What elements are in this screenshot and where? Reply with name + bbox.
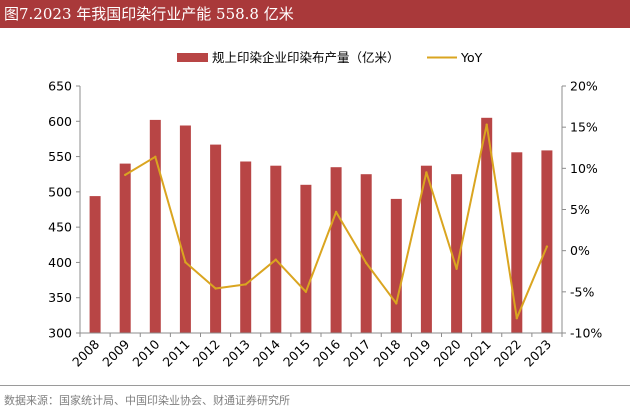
right-tick-label: 5% [570,202,590,217]
x-tick-label-2011: 2011 [159,337,192,370]
x-tick-label-2010: 2010 [129,336,162,369]
x-tick-label-2012: 2012 [190,337,223,370]
left-tick-label: 650 [48,79,72,94]
bar-2010 [149,119,161,334]
x-tick-label-2009: 2009 [99,336,132,369]
right-tick-label: 0% [570,243,590,258]
yoy-point-2012 [214,287,217,290]
right-tick-label: -10% [570,326,602,341]
left-tick-label: 500 [48,184,72,199]
yoy-point-2020 [455,267,458,270]
bar-2009 [119,163,131,333]
x-tick-label-2013: 2013 [220,337,253,370]
bar-2014 [270,165,282,333]
yoy-point-2021 [485,123,488,126]
yoy-point-2014 [274,258,277,261]
x-tick-label-2017: 2017 [340,337,373,370]
left-tick-label: 300 [48,326,72,341]
left-tick-label: 400 [48,255,72,270]
right-tick-label: 20% [570,79,598,94]
bar-2020 [451,174,463,333]
left-tick-label: 450 [48,220,72,235]
legend-bar-label: 规上印染企业印染布产量（亿米） [212,50,400,65]
yoy-point-2023 [545,245,549,248]
bar-2015 [300,184,312,333]
yoy-point-2016 [334,210,338,214]
yoy-point-2015 [304,290,308,293]
legend-bar-swatch [177,53,208,62]
right-tick-label: 10% [570,161,598,176]
yoy-point-2022 [515,317,518,320]
figure-title: 图7.2023 年我国印染行业产能 558.8 亿米 [0,0,630,28]
left-tick-label: 350 [48,290,72,305]
x-tick-label-2014: 2014 [250,336,283,369]
yoy-point-2017 [365,261,368,265]
x-tick-label-2008: 2008 [69,336,102,369]
yoy-point-2018 [395,302,398,305]
x-tick-label-2019: 2019 [400,336,433,369]
left-tick-label: 600 [48,114,72,129]
x-tick-label-2020: 2020 [431,336,464,369]
bar-2019 [420,165,432,333]
legend-line-label: YoY [460,50,483,65]
source-divider [0,385,630,386]
yoy-point-2011 [184,261,187,264]
x-tick-label-2022: 2022 [491,337,524,370]
right-tick-label: -5% [570,284,594,299]
yoy-point-2019 [425,171,428,174]
x-tick-label-2016: 2016 [310,336,343,369]
yoy-point-2009 [124,173,127,177]
bar-2013 [240,161,252,333]
bar-2022 [511,152,523,333]
right-tick-label: 15% [570,120,598,135]
x-tick-label-2015: 2015 [280,337,313,370]
x-tick-label-2018: 2018 [370,336,403,369]
x-tick-label-2021: 2021 [461,337,494,370]
yoy-point-2010 [154,155,157,158]
x-tick-label-2023: 2023 [521,337,554,370]
bar-2018 [390,198,402,333]
bar-2008 [89,196,101,333]
source-note: 数据来源：国家统计局、中国印染业协会、财通证券研究所 [4,394,290,407]
bar-2021 [481,117,493,333]
bar-2016 [330,167,342,333]
bar-2012 [210,144,222,333]
bar-2017 [360,174,372,333]
left-tick-label: 550 [48,149,72,164]
bar-2011 [179,125,191,333]
yoy-point-2013 [244,283,247,286]
bar-2023 [541,150,553,333]
